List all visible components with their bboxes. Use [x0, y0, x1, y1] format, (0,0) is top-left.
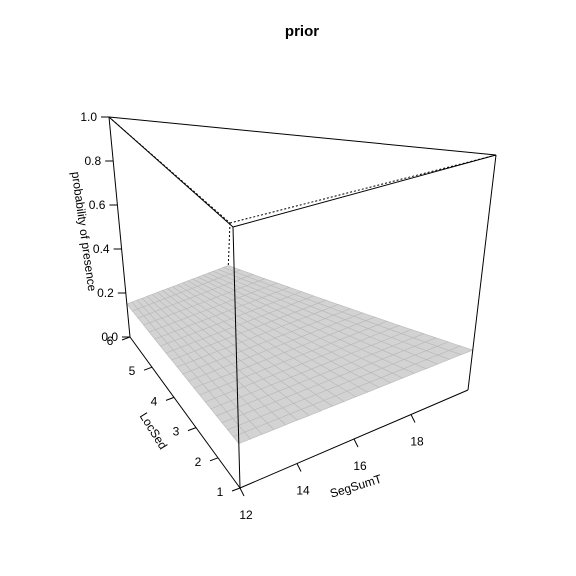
y-axis-tick — [187, 427, 197, 432]
y-axis-tick-label: 6 — [107, 334, 114, 348]
x-axis-tick-label: 14 — [296, 484, 310, 498]
y-axis-tick — [165, 396, 175, 401]
box-hidden-edge — [229, 154, 497, 224]
x-axis-tick-label: 18 — [410, 435, 424, 449]
box-edge — [108, 116, 497, 156]
box-hidden-edges — [108, 116, 497, 274]
x-axis-title: SegSumT — [328, 471, 384, 500]
y-axis-tick — [231, 487, 241, 492]
y-axis-tick-label: 1 — [217, 485, 224, 499]
box-hidden-edge — [227, 222, 231, 274]
y-axis-title: LocSed — [137, 410, 170, 452]
y-axis-tick-label: 5 — [129, 364, 136, 378]
z-axis-tick-label: 0.0 — [101, 330, 118, 344]
z-axis-title: probability of presence — [69, 171, 100, 293]
box-edge — [108, 116, 131, 338]
z-axis-tick-label: 0.4 — [93, 242, 110, 256]
z-axis-tick-label: 0.8 — [85, 154, 102, 168]
chart-title: prior — [285, 23, 319, 40]
box-edge — [232, 154, 497, 228]
x-axis-tick — [353, 438, 359, 448]
x-axis-tick — [296, 463, 302, 472]
z-axis-tick-label: 0.2 — [97, 286, 114, 300]
z-axis-tick-label: 1.0 — [80, 110, 97, 124]
surface-facet — [232, 431, 252, 444]
surface-mesh — [126, 265, 474, 444]
y-axis-tick — [209, 457, 219, 462]
y-axis-tick-label: 4 — [151, 394, 158, 408]
box-edge — [467, 154, 497, 391]
box-edge — [108, 116, 234, 228]
box-edge — [129, 336, 241, 489]
box-edge — [232, 226, 241, 489]
x-axis-tick — [410, 414, 416, 423]
x-axis-tick-label: 16 — [353, 459, 367, 473]
x-axis-tick — [239, 487, 245, 497]
z-axis-tick-label: 0.6 — [89, 198, 106, 212]
y-axis-tick — [143, 366, 153, 371]
y-axis-tick-label: 2 — [195, 455, 202, 469]
x-axis-tick-label: 12 — [239, 508, 253, 522]
box-hidden-edge — [108, 116, 231, 224]
y-axis-tick-label: 3 — [173, 425, 180, 439]
